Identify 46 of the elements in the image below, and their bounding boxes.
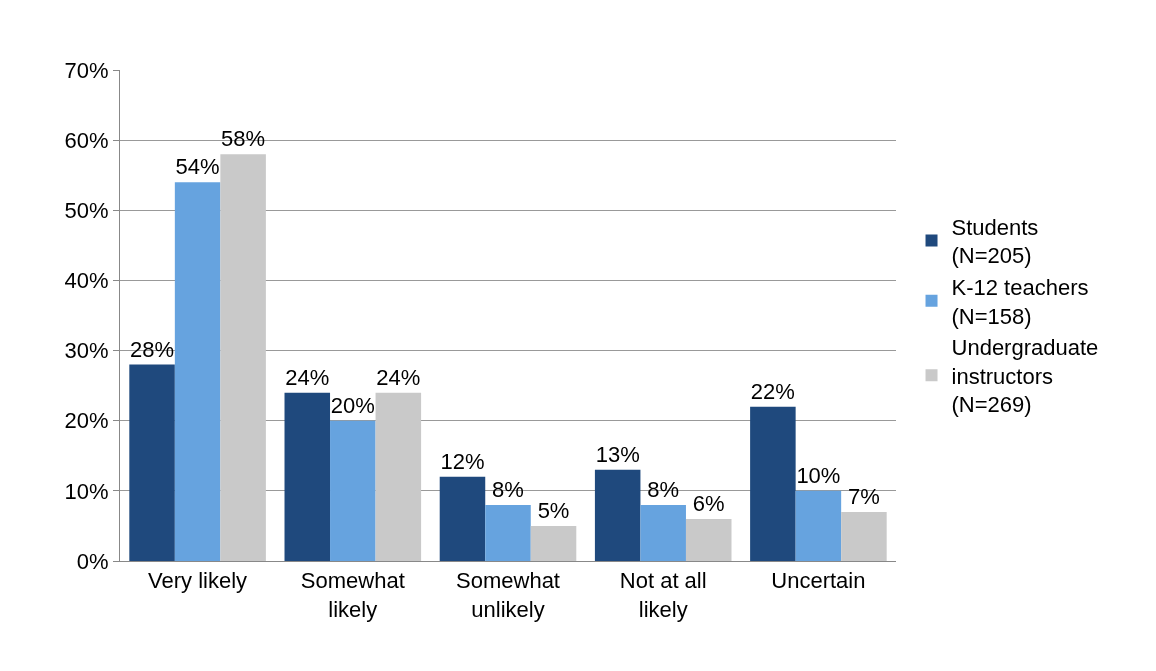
data-label: 8% (647, 476, 680, 502)
bar (530, 525, 577, 561)
data-label: 13% (595, 441, 640, 467)
y-tick-label: 30% (64, 338, 109, 364)
legend-label: Students (N=205) (951, 214, 1039, 269)
data-label: 24% (376, 364, 421, 390)
bar (439, 476, 486, 561)
data-label: 8% (492, 476, 524, 502)
y-tick-label: 0% (76, 548, 109, 574)
data-label: 22% (750, 378, 795, 404)
bar (174, 182, 221, 561)
data-label: 54% (175, 154, 220, 180)
legend-label: Undergraduate instructors (N=269) (951, 335, 1099, 418)
x-tick-label: Somewhat unlikely (456, 568, 560, 622)
x-tick-label: Not at all likely (619, 568, 707, 622)
data-label: 6% (692, 490, 725, 516)
bar (750, 406, 796, 561)
y-tick-label: 10% (64, 478, 109, 504)
data-label: 12% (440, 448, 485, 474)
bar (795, 490, 842, 561)
bar (841, 511, 887, 561)
y-tick-label: 20% (64, 408, 109, 434)
y-tick-label: 50% (64, 197, 109, 223)
bar (640, 504, 686, 561)
y-tick-label: 60% (64, 127, 109, 153)
x-tick-label: Very likely (148, 568, 248, 594)
data-label: 20% (330, 392, 375, 418)
bar (685, 518, 732, 561)
data-label: 7% (848, 483, 880, 509)
data-label: 24% (285, 364, 330, 390)
bar (594, 469, 641, 561)
bar (129, 364, 175, 561)
x-tick-label: Somewhat likely (300, 568, 405, 622)
y-tick-label: 40% (64, 268, 109, 294)
bar (375, 392, 422, 561)
legend-label: K-12 teachers (N=158) (951, 275, 1089, 329)
bar (330, 420, 376, 561)
x-tick-label: Uncertain (771, 568, 866, 594)
y-tick-label: 70% (64, 57, 109, 83)
data-label: 28% (130, 336, 175, 362)
data-label: 10% (796, 462, 841, 488)
data-label: 5% (537, 497, 570, 523)
bar (485, 504, 531, 561)
bar (220, 154, 266, 561)
data-label: 58% (221, 126, 266, 152)
bar (284, 392, 331, 561)
